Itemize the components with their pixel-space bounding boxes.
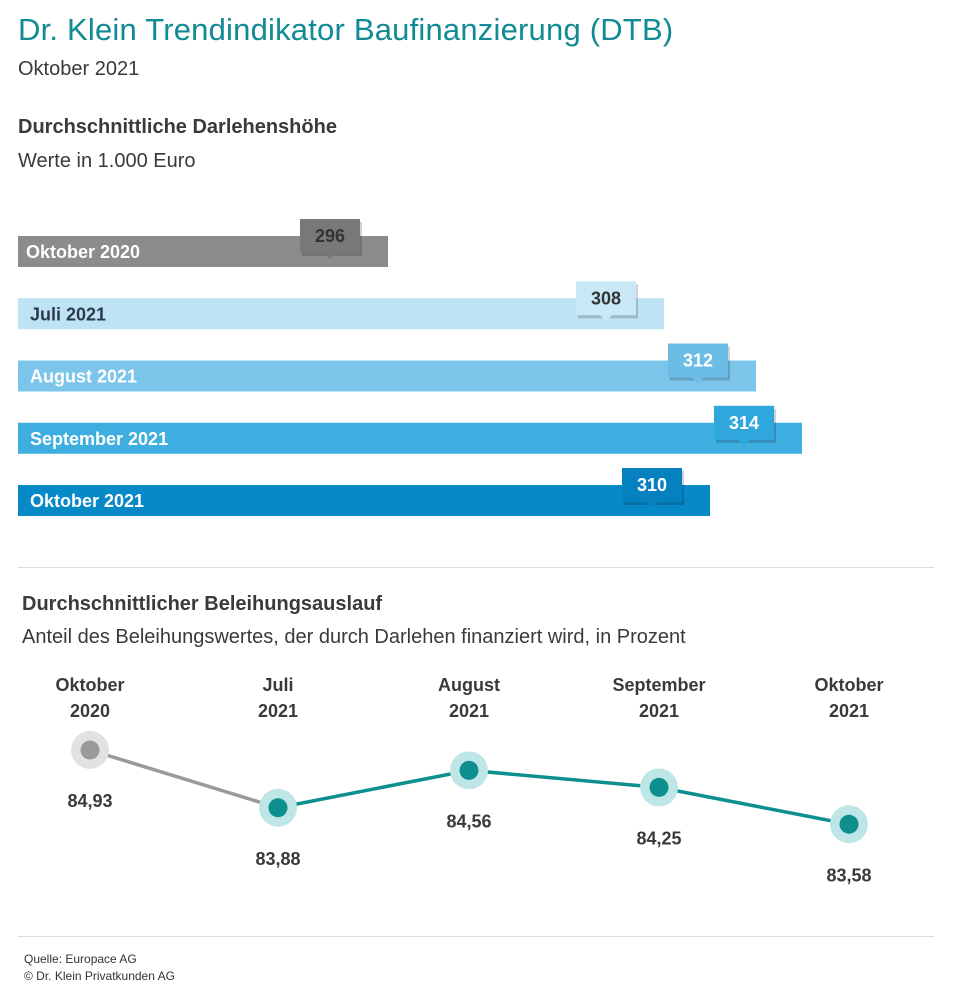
bar-value-label: 312 [683, 351, 713, 371]
footer-divider [18, 936, 934, 937]
x-tick-label: Oktober [814, 675, 883, 695]
data-point [268, 798, 288, 818]
bar [18, 422, 802, 454]
data-value-label: 84,93 [67, 791, 112, 811]
bar-chart: Oktober 2020 296 Juli 2021 308 August 2021 31… [18, 219, 802, 516]
bar-value-tag [622, 468, 682, 502]
x-tick-label: Juli [262, 675, 293, 695]
data-value-label: 83,88 [255, 849, 300, 869]
section-divider [18, 567, 934, 568]
bar-category-label: September 2021 [30, 429, 168, 449]
bar-value-tag-pointer [600, 315, 612, 322]
bar-value-label: 310 [637, 475, 667, 495]
line-chart-subtitle: Anteil des Beleihungswertes, der durch D… [22, 626, 686, 648]
bar-value-label: 308 [591, 288, 621, 308]
x-tick-label: 2020 [70, 701, 110, 721]
bar-chart-subtitle: Werte in 1.000 Euro [18, 150, 196, 172]
bar-value-label: 314 [729, 413, 759, 433]
bar-chart-title: Durchschnittliche Darlehenshöhe [18, 116, 337, 138]
bar-value-label: 296 [315, 226, 345, 246]
copyright-note: © Dr. Klein Privatkunden AG [24, 969, 175, 983]
bar-category-label: Juli 2021 [30, 304, 106, 324]
x-tick-label: Oktober [55, 675, 124, 695]
page-title: Dr. Klein Trendindikator Baufinanzierung… [18, 12, 674, 47]
bar-category-label: Oktober 2020 [26, 242, 140, 262]
x-tick-label: 2021 [258, 701, 298, 721]
bar-value-tag-pointer [692, 377, 704, 384]
source-note: Quelle: Europace AG [24, 952, 137, 966]
bar-category-label: Oktober 2021 [30, 491, 144, 511]
data-value-label: 84,56 [446, 811, 491, 831]
bar-category-label: August 2021 [30, 367, 137, 387]
bar-value-tag [576, 281, 636, 316]
bar [18, 360, 756, 392]
x-tick-label: August [438, 675, 500, 695]
bar-value-tag [714, 405, 774, 440]
bar-value-tag-pointer [324, 253, 336, 259]
bar [18, 485, 710, 516]
series-line-current [277, 768, 850, 826]
data-point [649, 777, 669, 797]
series-line-previous [89, 748, 279, 810]
x-tick-label: 2021 [829, 701, 869, 721]
bar-value-tag [300, 219, 360, 253]
bar-value-tag-pointer [646, 502, 658, 508]
data-point [80, 740, 100, 760]
data-point [839, 814, 859, 834]
page-subtitle: Oktober 2021 [18, 58, 140, 80]
bar-value-tag [668, 343, 728, 378]
data-value-label: 83,58 [826, 865, 871, 885]
line-chart-title: Durchschnittlicher Beleihungsauslauf [22, 593, 383, 615]
bar-value-tag-pointer [738, 439, 750, 446]
line-chart: Oktober 2020 Juli 2021 August 2021 September 20… [55, 675, 883, 885]
x-tick-label: 2021 [639, 701, 679, 721]
x-tick-label: 2021 [449, 701, 489, 721]
x-tick-label: September [612, 675, 705, 695]
bar [18, 298, 664, 330]
data-point [459, 760, 479, 780]
data-value-label: 84,25 [636, 828, 681, 848]
